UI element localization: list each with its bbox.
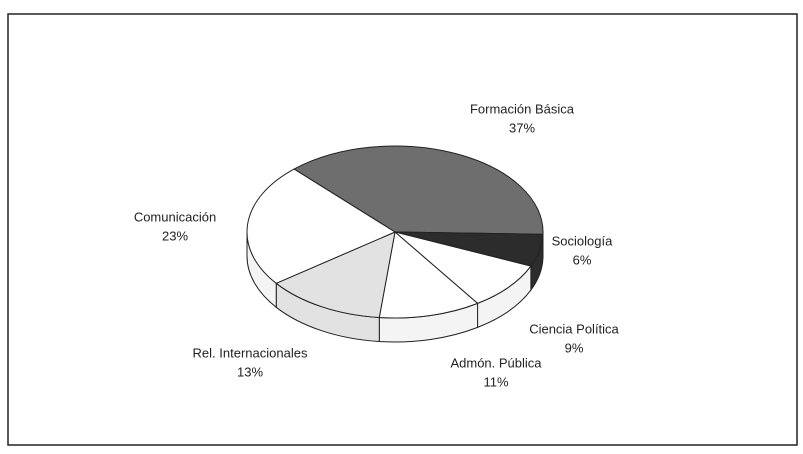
slice-label: Comunicación: [134, 209, 216, 224]
slice: [293, 145, 544, 235]
slice-value-label: 13%: [237, 364, 263, 379]
slice-value-label: 9%: [565, 340, 584, 355]
slice-label: Ciencia Política: [529, 321, 619, 336]
slice-value-label: 37%: [509, 120, 535, 135]
slice-label: Admón. Pública: [450, 355, 542, 370]
slice: [275, 231, 396, 319]
slice-label: Formación Básica: [470, 101, 575, 116]
slice: [246, 168, 397, 284]
slice-label: Sociología: [552, 233, 613, 248]
slice-value-label: 11%: [483, 374, 508, 389]
slice: [378, 231, 479, 319]
slice: [394, 231, 532, 304]
slice-label: Rel. Internacionales: [193, 345, 308, 360]
slice-value-label: 6%: [573, 252, 592, 267]
slice-value-label: 23%: [162, 228, 188, 243]
